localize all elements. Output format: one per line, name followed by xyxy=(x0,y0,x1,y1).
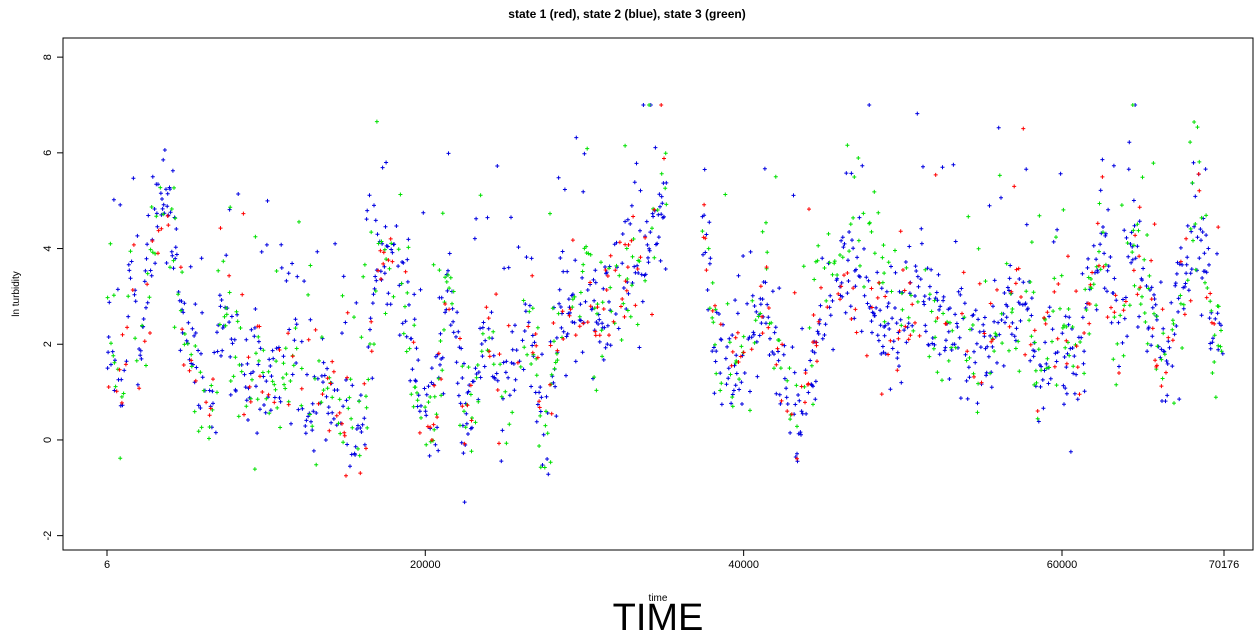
series-layer xyxy=(105,103,1225,505)
y-tick-label: 4 xyxy=(42,245,54,251)
x-axis-label: time xyxy=(649,593,668,604)
x-axis: 6 20000 40000 60000 70176 xyxy=(104,550,1239,571)
series-3 xyxy=(105,103,1224,472)
plot-frame xyxy=(62,37,1254,551)
x-tick-label: 40000 xyxy=(728,559,759,571)
y-tick-label: 2 xyxy=(42,341,54,347)
y-tick-label: 0 xyxy=(42,437,54,443)
y-axis: -2 0 2 4 6 8 xyxy=(42,54,63,541)
x-tick-label: 60000 xyxy=(1047,559,1078,571)
series-1 xyxy=(106,103,1221,478)
y-tick-label: 8 xyxy=(42,54,54,60)
series-3-points xyxy=(105,103,1224,472)
y-tick-label: -2 xyxy=(42,531,54,541)
series-1-points xyxy=(106,103,1221,478)
chart-title: state 1 (red), state 2 (blue), state 3 (… xyxy=(508,7,745,21)
x-tick-label: 6 xyxy=(104,559,110,571)
x-tick-label: 20000 xyxy=(410,559,441,571)
series-2-points xyxy=(105,103,1225,505)
y-tick-label: 6 xyxy=(42,150,54,156)
y-axis-label: ln turbidity xyxy=(11,271,22,317)
series-2 xyxy=(105,103,1225,505)
caption: TIME xyxy=(613,597,704,636)
x-tick-label: 70176 xyxy=(1209,559,1240,571)
